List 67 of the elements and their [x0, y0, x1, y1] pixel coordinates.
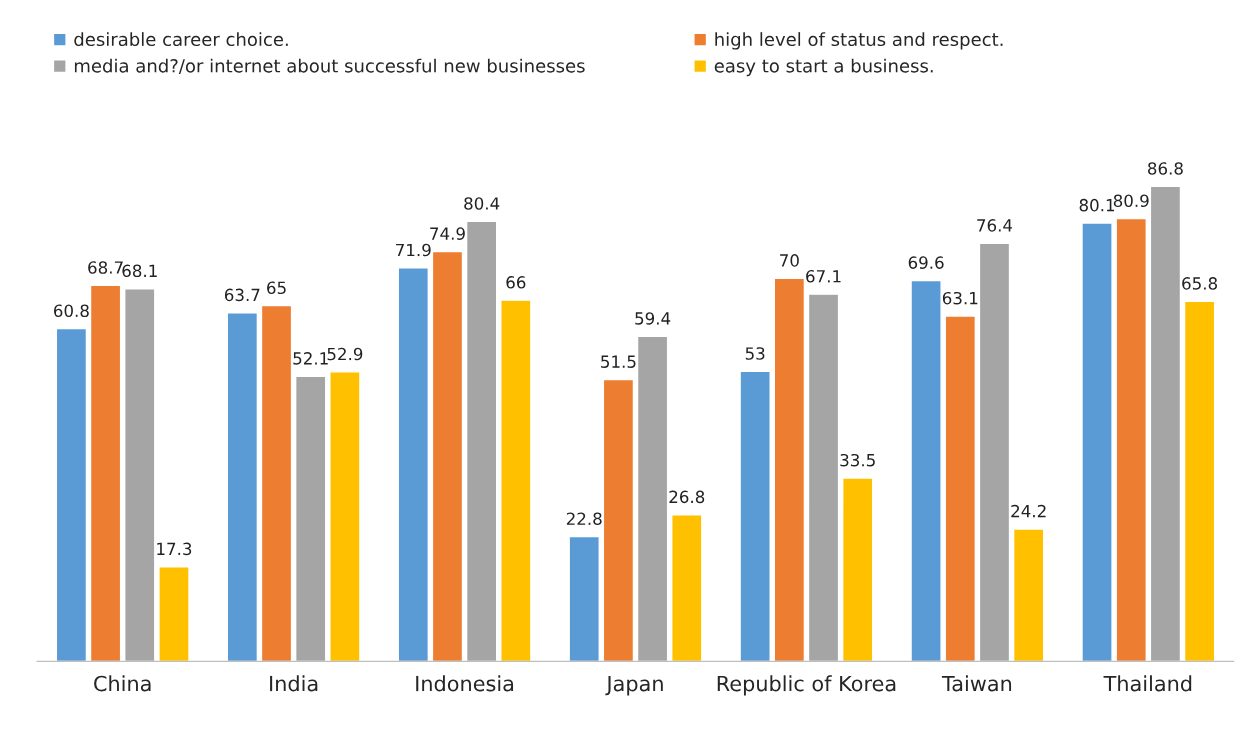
data-label: 74.9 — [430, 227, 465, 240]
data-label: 69.6 — [908, 256, 944, 269]
bar — [739, 370, 771, 662]
bar — [329, 371, 361, 662]
data-label: 52.1 — [293, 352, 328, 365]
data-label: 17.3 — [157, 542, 192, 556]
bar — [671, 514, 703, 662]
data-label: 68.1 — [122, 264, 157, 278]
bar — [807, 293, 840, 662]
data-label: 52.9 — [327, 347, 363, 361]
bar — [158, 566, 190, 662]
data-label: 65.8 — [1182, 277, 1218, 290]
legend-label: media and?/or internet about successful new businesses — [74, 58, 585, 75]
bar — [55, 327, 88, 662]
bar — [500, 299, 532, 662]
bar — [1149, 185, 1182, 662]
data-label: 86.8 — [1148, 162, 1183, 175]
legend-label: high level of status and respect. — [715, 32, 1003, 50]
data-label: 33.5 — [840, 453, 875, 467]
bar — [124, 287, 156, 662]
data-label: 51.5 — [601, 355, 636, 368]
bar — [465, 220, 498, 662]
legend-label: desirable career choice. — [74, 32, 288, 47]
bar — [89, 284, 122, 662]
data-label: 26.8 — [669, 490, 705, 504]
data-label: 80.9 — [1113, 194, 1149, 208]
bar — [910, 279, 942, 662]
x-tick-label: Thailand — [1103, 675, 1192, 692]
x-tick-label: China — [94, 675, 151, 692]
data-label: 53 — [745, 347, 765, 360]
bar — [1081, 222, 1113, 662]
bar — [978, 242, 1011, 662]
bar — [636, 335, 669, 662]
bar — [602, 378, 635, 662]
bar — [431, 250, 464, 662]
data-label: 59.4 — [635, 312, 671, 325]
data-label: 60.8 — [54, 304, 89, 318]
data-label: 22.8 — [566, 512, 602, 526]
data-label: 68.7 — [88, 261, 123, 274]
x-tick-label: Taiwan — [941, 675, 1012, 692]
bar — [226, 312, 259, 662]
x-tick-label: Indonesia — [416, 675, 514, 692]
data-label: 67.1 — [806, 269, 841, 283]
data-label: 71.9 — [396, 243, 431, 257]
legend-label: easy to start a business. — [714, 58, 933, 77]
bar — [1183, 300, 1216, 662]
bar — [944, 315, 977, 662]
data-label: 76.4 — [977, 219, 1013, 232]
x-tick-label: Republic of Korea — [717, 675, 896, 696]
x-tick-label: India — [270, 675, 318, 692]
bar — [294, 375, 327, 662]
bar — [1012, 528, 1045, 662]
data-label: 70 — [780, 254, 799, 267]
data-label: 65 — [267, 281, 286, 295]
bar — [260, 304, 293, 662]
bar — [841, 477, 874, 662]
data-label: 80.4 — [464, 197, 500, 210]
bar — [1115, 217, 1147, 662]
bar — [773, 277, 806, 662]
bar — [397, 267, 430, 662]
data-label: 66 — [506, 276, 526, 289]
data-label: 24.2 — [1011, 504, 1046, 518]
x-tick-label: Japan — [605, 675, 663, 696]
bar — [568, 535, 600, 662]
data-label: 80.1 — [1079, 198, 1115, 212]
data-label: 63.7 — [224, 288, 260, 302]
data-label: 63.1 — [942, 291, 978, 305]
